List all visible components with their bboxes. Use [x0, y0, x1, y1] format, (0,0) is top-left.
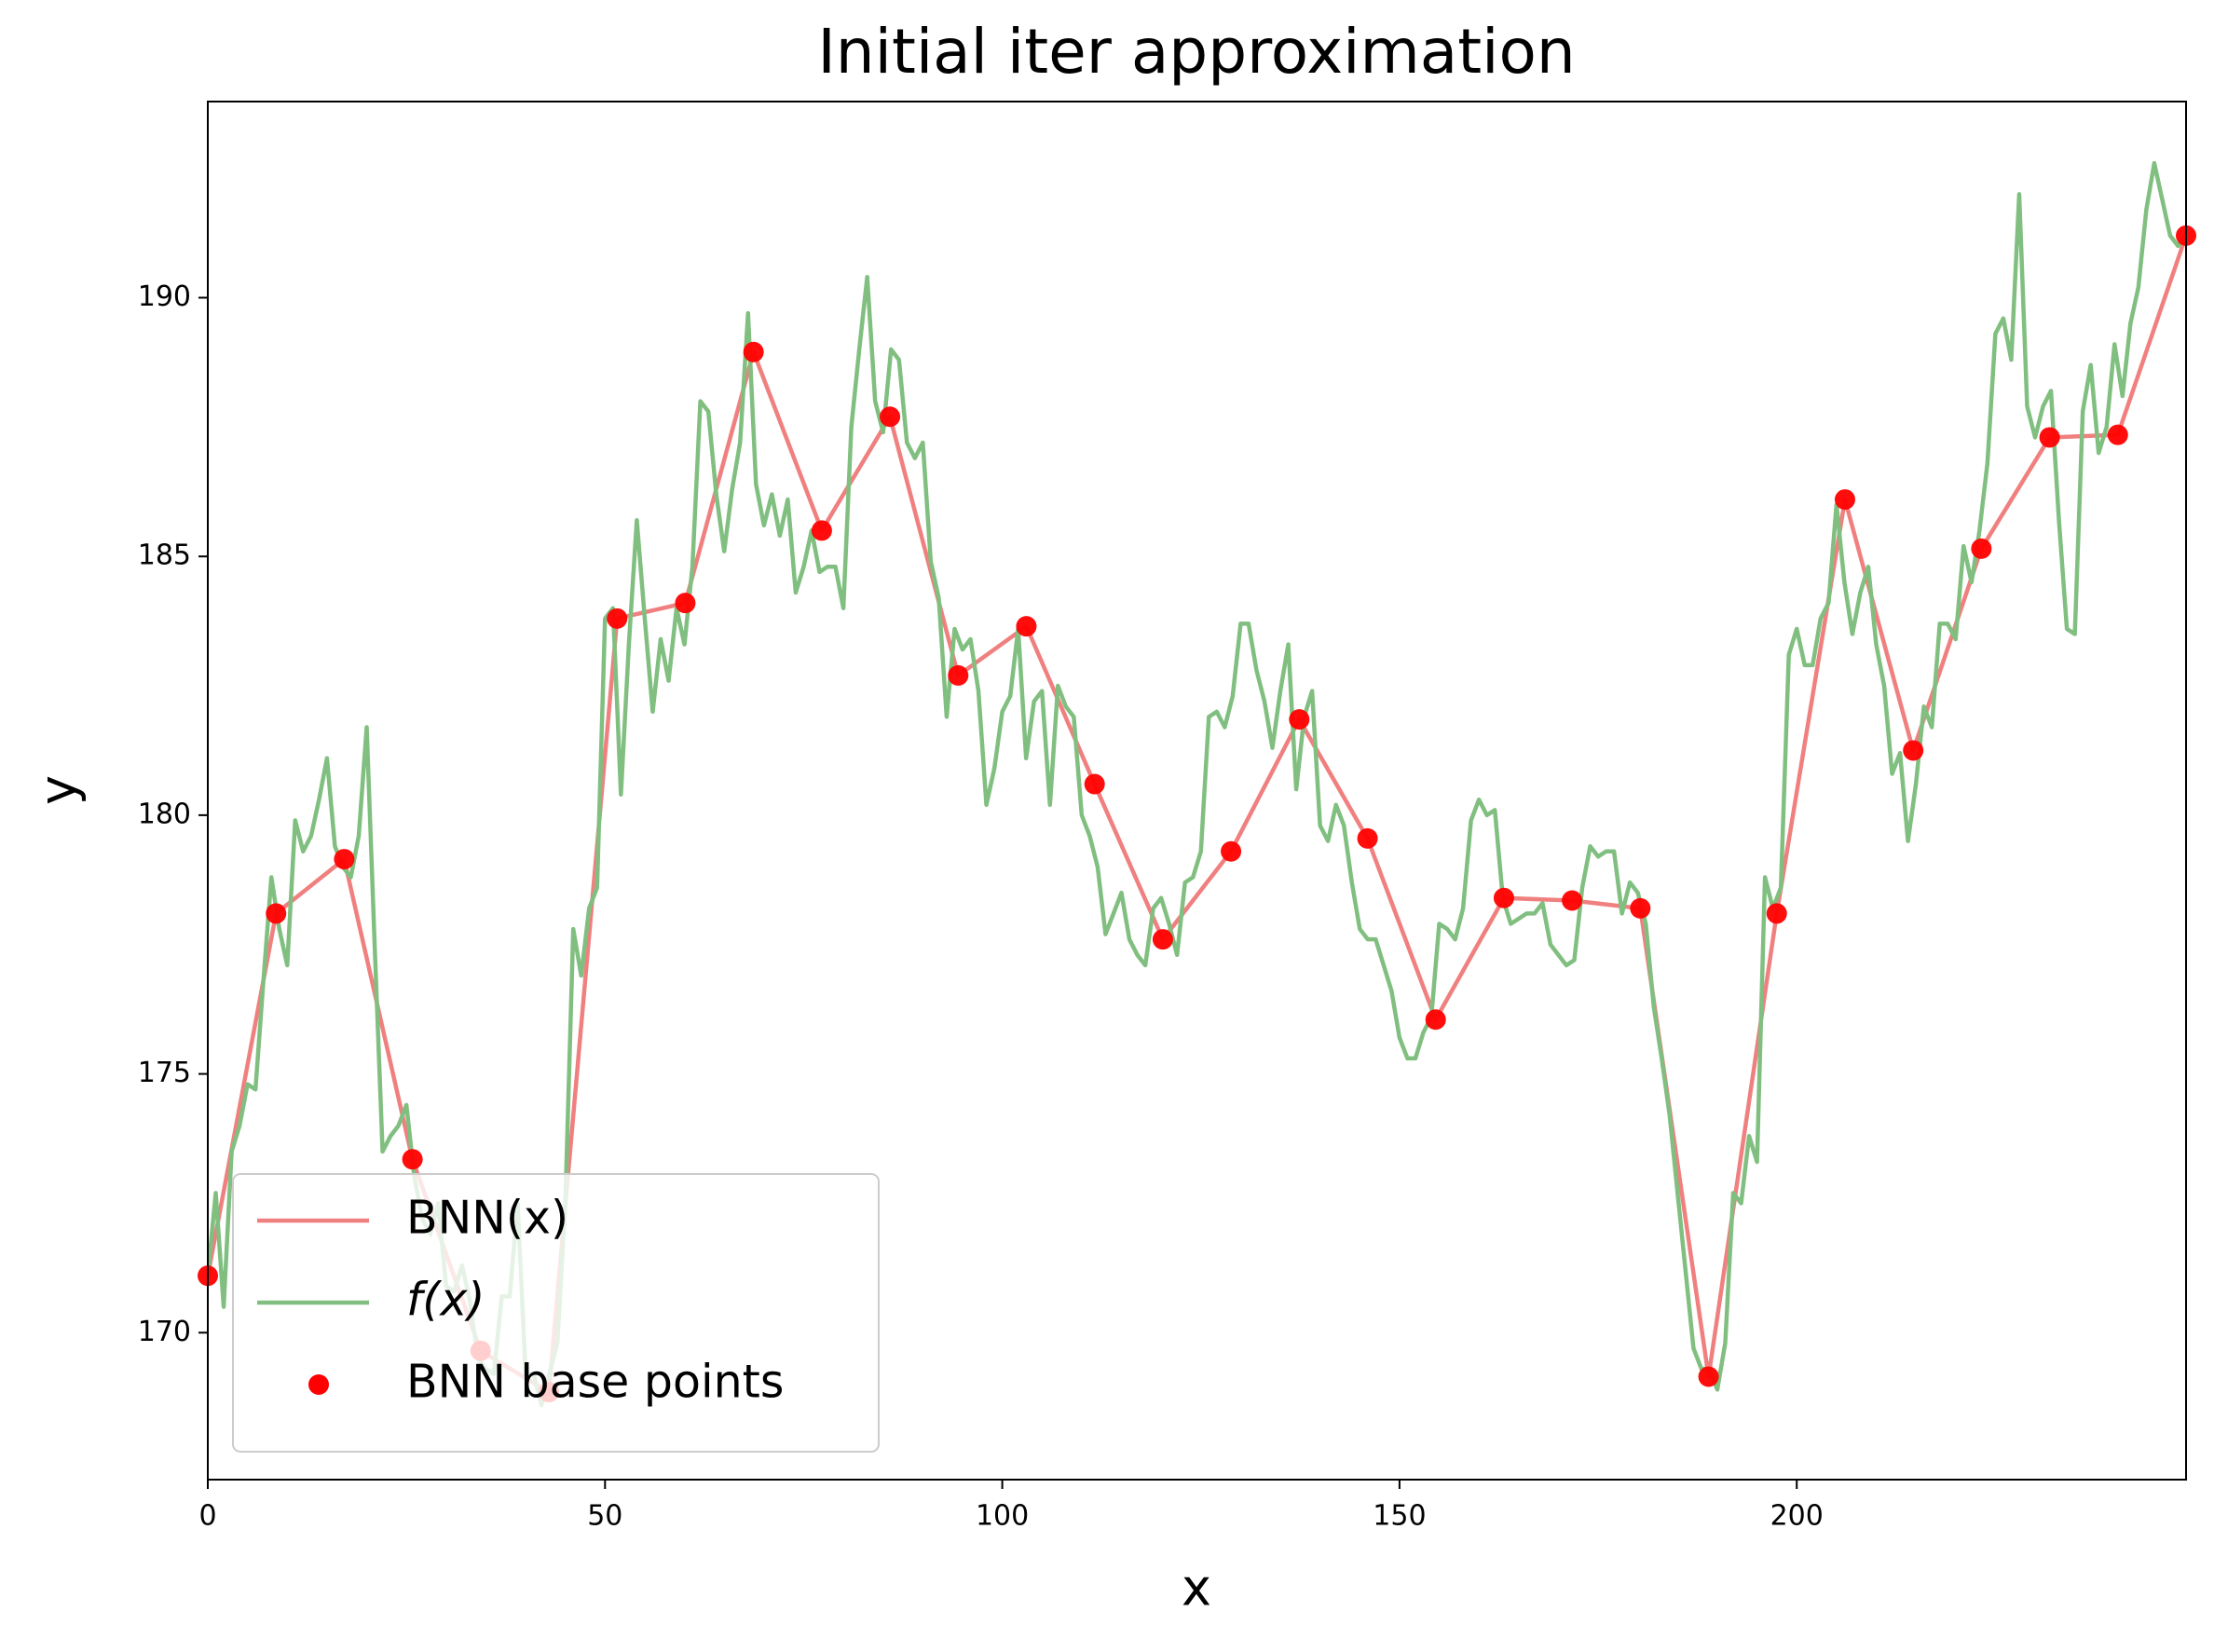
y-tick-label: 185 — [138, 539, 191, 572]
x-tick-label: 150 — [1373, 1500, 1426, 1533]
scatter-point — [1084, 773, 1105, 795]
scatter-point — [880, 406, 901, 428]
y-tick-label: 170 — [138, 1316, 191, 1348]
scatter-point — [1903, 740, 1924, 761]
scatter-point — [948, 664, 969, 686]
y-tick-label: 180 — [138, 798, 191, 830]
scatter-point — [1562, 890, 1583, 911]
scatter-point — [1971, 538, 1992, 559]
legend-label: BNN(x) — [406, 1192, 568, 1245]
scatter-point — [1834, 489, 1855, 511]
scatter-point — [811, 520, 832, 541]
legend-label: f(x) — [406, 1274, 485, 1327]
scatter-point — [1016, 616, 1037, 637]
scatter-point — [743, 341, 764, 362]
scatter-point — [607, 608, 628, 629]
legend-box — [232, 1173, 880, 1453]
scatter-point — [1357, 827, 1378, 849]
scatter-point — [2039, 427, 2060, 448]
scatter-point — [1698, 1366, 1719, 1387]
x-tick-label: 50 — [587, 1500, 622, 1533]
scatter-point — [1425, 1009, 1446, 1031]
scatter-point — [334, 849, 355, 870]
scatter-point — [1221, 840, 1242, 862]
x-axis-label: x — [1182, 1559, 1211, 1618]
legend: BNN(x) f(x) BNN base points — [232, 1173, 880, 1453]
scatter-point — [1152, 929, 1173, 950]
scatter-point — [1493, 887, 1514, 908]
x-tick-label: 0 — [198, 1500, 216, 1533]
scatter-point — [266, 903, 287, 924]
y-tick-label: 175 — [138, 1057, 191, 1089]
scatter-point — [402, 1149, 423, 1170]
scatter-point — [1766, 903, 1787, 924]
scatter-point — [675, 593, 696, 614]
axes-frame — [207, 101, 2187, 1481]
y-tick-label: 190 — [138, 280, 191, 313]
y-axis-label: y — [29, 775, 88, 805]
scatter-point — [2107, 424, 2128, 445]
legend-marker — [308, 1374, 329, 1395]
x-tick-label: 200 — [1770, 1500, 1824, 1533]
scatter-point — [1630, 897, 1651, 919]
chart-title: Initial iter approximation — [817, 16, 1575, 88]
x-tick-label: 100 — [976, 1500, 1029, 1533]
scatter-point — [1289, 709, 1310, 730]
legend-label: BNN base points — [406, 1356, 784, 1409]
